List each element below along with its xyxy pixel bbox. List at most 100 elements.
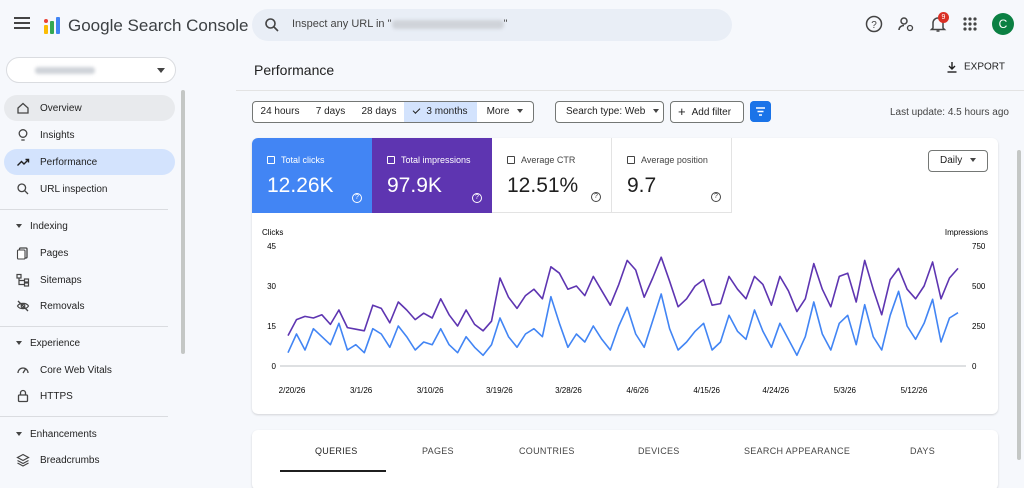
sidebar-item-breadcrumbs[interactable]: Breadcrumbs: [4, 447, 175, 473]
account-avatar[interactable]: C: [992, 13, 1014, 35]
performance-line-chart: Clicks Impressions 45 30 15 0 750 500 250 0 2/20…: [262, 228, 988, 395]
metric-value: 12.26K: [267, 174, 334, 197]
sidebar-item-pages[interactable]: Pages: [4, 240, 175, 266]
sidebar-item-https[interactable]: HTTPS: [4, 383, 175, 409]
series-line-clicks: [287, 290, 959, 357]
range-28-days[interactable]: 28 days: [354, 101, 405, 123]
sidebar-section-experience[interactable]: Experience: [16, 338, 80, 349]
x-tick-label: 4/15/26: [693, 386, 720, 395]
lightbulb-icon: [18, 129, 28, 141]
x-tick-label: 5/3/26: [834, 386, 857, 395]
tab-countries[interactable]: COUNTRIES: [519, 446, 575, 456]
metric-label: Total clicks: [267, 155, 325, 165]
x-tick-label: 3/28/26: [555, 386, 582, 395]
speed-gauge-icon: [17, 367, 29, 374]
url-inspection-search[interactable]: Inspect any URL in " ": [252, 9, 732, 41]
search-input[interactable]: Inspect any URL in " ": [292, 18, 507, 30]
header-divider: [236, 90, 1024, 91]
help-icon[interactable]: ?: [864, 14, 884, 34]
manage-users-icon[interactable]: [896, 14, 916, 34]
sidebar-scrollbar[interactable]: [181, 90, 185, 354]
right-tick-label: 750: [972, 242, 986, 251]
granularity-dropdown[interactable]: Daily: [928, 150, 988, 172]
redacted-property-name: [35, 67, 95, 74]
sidebar-item-label: Performance: [40, 157, 98, 168]
help-icon[interactable]: ?: [591, 192, 601, 202]
sidebar-item-sitemaps[interactable]: Sitemaps: [4, 267, 175, 293]
sidebar-divider: [0, 209, 168, 210]
right-axis-label: Impressions: [945, 228, 988, 237]
export-button[interactable]: EXPORT: [946, 61, 1005, 73]
download-icon: [947, 62, 957, 73]
metric-average-position[interactable]: Average position 9.7 ?: [612, 138, 732, 213]
active-tab-indicator: [280, 470, 386, 472]
range-more[interactable]: More: [477, 101, 534, 123]
add-filter-button[interactable]: + Add filter: [670, 101, 744, 123]
sidebar-section-enhancements[interactable]: Enhancements: [16, 429, 97, 440]
caret-down-icon: [16, 224, 22, 229]
sitemap-icon: [16, 273, 30, 287]
help-icon[interactable]: ?: [472, 193, 482, 203]
sidebar-item-label: Overview: [40, 103, 82, 114]
help-icon[interactable]: ?: [352, 193, 362, 203]
metric-label: Average position: [627, 155, 708, 165]
metric-value: 97.9K: [387, 174, 442, 197]
metric-label: Total impressions: [387, 155, 471, 165]
metric-total-clicks[interactable]: Total clicks 12.26K ?: [252, 138, 372, 213]
section-title: Indexing: [30, 221, 68, 232]
metric-average-ctr[interactable]: Average CTR 12.51% ?: [492, 138, 612, 213]
sidebar-item-label: Pages: [40, 248, 69, 259]
sidebar-item-overview[interactable]: Overview: [4, 95, 175, 121]
left-axis-label: Clicks: [262, 228, 283, 237]
range-7-days[interactable]: 7 days: [307, 101, 355, 123]
sidebar-divider: [0, 416, 168, 417]
export-label: EXPORT: [964, 61, 1005, 73]
sidebar-item-performance[interactable]: Performance: [4, 149, 175, 175]
tab-devices[interactable]: DEVICES: [638, 446, 680, 456]
checkbox-checked-icon: [387, 156, 395, 164]
sidebar-item-insights[interactable]: Insights: [4, 122, 175, 148]
metric-value: 12.51%: [507, 174, 579, 197]
chevron-down-icon: [157, 68, 165, 73]
apps-grid-icon[interactable]: [960, 14, 980, 34]
search-suffix: ": [503, 18, 508, 30]
svg-text:?: ?: [871, 20, 877, 31]
sidebar-section-indexing[interactable]: Indexing: [16, 221, 68, 232]
x-tick-label: 2/20/26: [279, 386, 306, 395]
caret-down-icon: [16, 341, 22, 346]
tab-search-appearance[interactable]: SEARCH APPEARANCE: [744, 446, 851, 456]
add-filter-label: Add filter: [691, 107, 732, 118]
sidebar-item-label: Sitemaps: [40, 275, 82, 286]
sidebar-item-core-web-vitals[interactable]: Core Web Vitals: [4, 357, 175, 383]
last-update-text: Last update: 4.5 hours ago: [890, 107, 1009, 118]
right-tick-label: 500: [972, 282, 986, 291]
performance-chart-card: Total clicks 12.26K ? Total impressions …: [252, 138, 998, 414]
caret-down-icon: [517, 109, 524, 114]
sidebar-item-url-inspection[interactable]: URL inspection: [4, 176, 175, 202]
help-icon[interactable]: ?: [711, 192, 721, 202]
tab-queries[interactable]: QUERIES: [315, 446, 358, 456]
visibility-off-icon: [16, 300, 30, 312]
search-type-dropdown[interactable]: Search type: Web: [555, 101, 664, 123]
tab-days[interactable]: DAYS: [910, 446, 936, 456]
x-tick-label: 4/6/26: [626, 386, 649, 395]
range-3-months[interactable]: 3 months: [404, 101, 478, 123]
sidebar-item-label: HTTPS: [40, 391, 73, 402]
metric-label: Average CTR: [507, 155, 575, 165]
metric-value: 9.7: [627, 174, 657, 197]
filter-sort-icon[interactable]: [750, 101, 771, 122]
property-selector[interactable]: [6, 57, 176, 83]
trending-up-icon: [17, 158, 30, 166]
sidebar-item-removals[interactable]: Removals: [4, 293, 175, 319]
sidebar-item-label: Core Web Vitals: [40, 365, 112, 376]
range-24-hours[interactable]: 24 hours: [252, 101, 308, 123]
main-scrollbar[interactable]: [1017, 150, 1021, 460]
x-tick-label: 3/10/26: [417, 386, 444, 395]
main-menu-button[interactable]: [14, 17, 30, 29]
series-line-impressions: [287, 256, 959, 336]
tab-pages[interactable]: PAGES: [422, 446, 454, 456]
right-tick-label: 250: [972, 322, 986, 331]
sidebar-item-label: Breadcrumbs: [40, 455, 100, 466]
metric-total-impressions[interactable]: Total impressions 97.9K ?: [372, 138, 492, 213]
caret-down-icon: [16, 432, 22, 437]
